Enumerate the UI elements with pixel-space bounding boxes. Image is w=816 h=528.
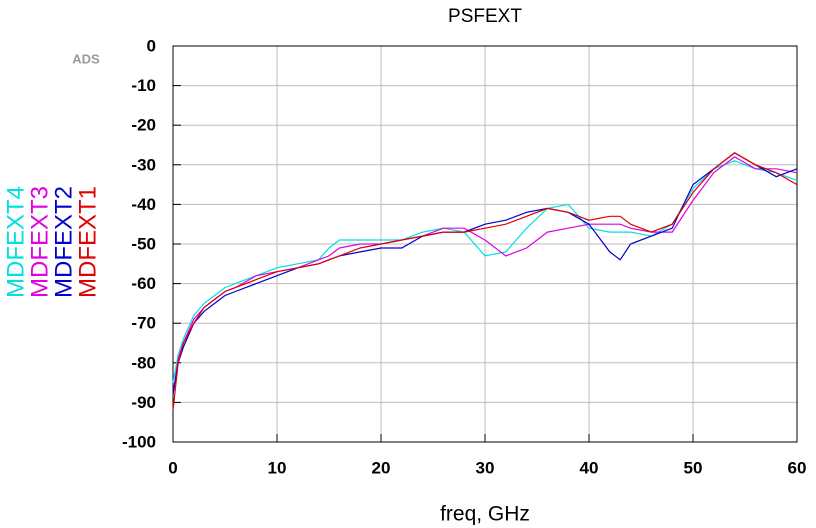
y-tick-label: -80 bbox=[131, 353, 156, 372]
chart-title: PSFEXT bbox=[448, 6, 522, 27]
y-tick-label: -10 bbox=[131, 76, 156, 95]
x-tick-label: 40 bbox=[580, 458, 599, 477]
x-tick-label: 30 bbox=[476, 458, 495, 477]
x-tick-label: 60 bbox=[788, 458, 807, 477]
y-tick-label: -60 bbox=[131, 274, 156, 293]
data-line bbox=[172, 152, 798, 411]
y-tick-label: -50 bbox=[131, 234, 156, 253]
x-tick-label: 10 bbox=[268, 458, 287, 477]
legend-entry: MDFEXT1 bbox=[74, 186, 101, 298]
legend-entry: MDFEXT4 bbox=[2, 186, 29, 298]
y-tick-label: -40 bbox=[131, 195, 156, 214]
y-tick-label: -100 bbox=[122, 432, 156, 451]
x-tick-label: 20 bbox=[372, 458, 391, 477]
x-tick-label: 0 bbox=[168, 458, 177, 477]
x-axis-label: freq, GHz bbox=[440, 503, 530, 526]
watermark: ADS bbox=[72, 51, 100, 66]
y-tick-label: 0 bbox=[147, 36, 156, 55]
legend-entry: MDFEXT3 bbox=[26, 186, 53, 298]
y-tick-label: -30 bbox=[131, 155, 156, 174]
plot-frame bbox=[172, 45, 798, 443]
legend-entry: MDFEXT2 bbox=[50, 186, 77, 298]
x-tick-label: 50 bbox=[684, 458, 703, 477]
y-tick-label: -70 bbox=[131, 314, 156, 333]
y-tick-label: -90 bbox=[131, 393, 156, 412]
y-tick-label: -20 bbox=[131, 116, 156, 135]
